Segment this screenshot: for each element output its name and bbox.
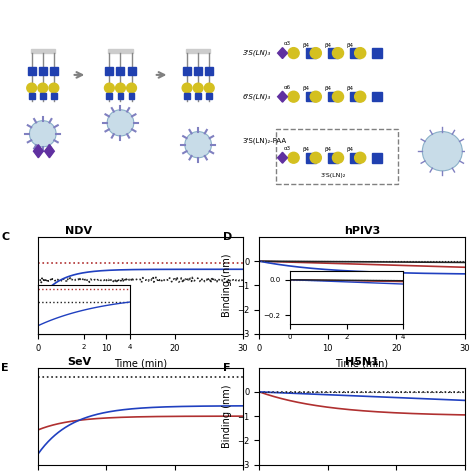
Text: 3'S(LN)₂: 3'S(LN)₂ (320, 173, 346, 178)
Bar (183, 67, 191, 75)
Bar (306, 92, 316, 101)
Polygon shape (278, 48, 287, 59)
Text: E: E (1, 363, 9, 373)
Circle shape (355, 91, 366, 102)
Circle shape (204, 83, 214, 93)
Y-axis label: Binding (nm): Binding (nm) (222, 384, 232, 448)
Circle shape (332, 47, 344, 59)
Circle shape (310, 91, 321, 102)
Bar (206, 93, 212, 99)
Bar (51, 93, 57, 99)
Text: D: D (222, 232, 232, 242)
Circle shape (27, 83, 36, 93)
Bar (328, 92, 338, 101)
Bar (350, 92, 360, 101)
Polygon shape (278, 152, 287, 163)
Text: β4: β4 (324, 147, 331, 152)
Bar (27, 67, 36, 75)
Text: β4: β4 (346, 43, 354, 47)
Bar (128, 93, 135, 99)
Bar (205, 67, 213, 75)
Bar (350, 153, 360, 163)
Circle shape (332, 91, 344, 102)
Circle shape (49, 83, 59, 93)
Bar (373, 48, 382, 58)
Text: β4: β4 (302, 147, 309, 152)
Text: F: F (222, 363, 230, 373)
Bar (128, 67, 136, 75)
Circle shape (104, 83, 114, 93)
Bar (306, 153, 316, 163)
Bar (186, 49, 210, 53)
Bar (328, 153, 338, 163)
Circle shape (288, 152, 299, 163)
Text: 6'S(LN)₃: 6'S(LN)₃ (243, 93, 271, 100)
Text: C: C (1, 232, 9, 242)
Circle shape (288, 47, 299, 59)
Title: H5N1: H5N1 (345, 357, 379, 367)
Circle shape (127, 83, 137, 93)
Legend: 3’S(LN)₃, 6’S(LN)₃, 3’S(LN)₂-PAA: 3’S(LN)₃, 6’S(LN)₃, 3’S(LN)₂-PAA (257, 264, 341, 306)
Circle shape (288, 91, 299, 102)
Bar (117, 67, 125, 75)
Polygon shape (278, 91, 287, 102)
X-axis label: Time (min): Time (min) (336, 358, 389, 368)
Text: 3'S(LN)₂-PAA: 3'S(LN)₂-PAA (243, 137, 287, 144)
Bar (194, 67, 202, 75)
Polygon shape (45, 145, 55, 158)
Circle shape (107, 110, 134, 136)
Circle shape (193, 83, 203, 93)
Legend: 3’S(LN)₃, 6’S(LN)₃, 3’S(LN)₂-PAA: 3’S(LN)₃, 6’S(LN)₃, 3’S(LN)₂-PAA (257, 395, 341, 437)
Bar (50, 67, 58, 75)
Title: NDV: NDV (65, 226, 92, 236)
Text: β4: β4 (324, 43, 331, 47)
Circle shape (355, 152, 366, 163)
Text: α6: α6 (283, 85, 291, 90)
Bar (306, 48, 316, 58)
Bar (30, 49, 55, 53)
Circle shape (310, 47, 321, 59)
Text: 3'S(LN)₃: 3'S(LN)₃ (243, 50, 271, 56)
Circle shape (332, 152, 344, 163)
Circle shape (422, 132, 462, 171)
Y-axis label: Binding (nm): Binding (nm) (222, 254, 232, 317)
Polygon shape (34, 145, 43, 158)
Title: SeV: SeV (67, 357, 91, 367)
Bar (195, 93, 201, 99)
Text: β4: β4 (346, 147, 354, 152)
Bar (373, 92, 382, 101)
Bar (105, 67, 113, 75)
Bar (328, 48, 338, 58)
Bar (39, 67, 47, 75)
Circle shape (116, 83, 125, 93)
Bar (184, 93, 190, 99)
Bar (373, 153, 382, 163)
Text: β4: β4 (346, 86, 354, 91)
Title: hPIV3: hPIV3 (344, 226, 380, 236)
Text: β4: β4 (302, 43, 309, 47)
Bar (276, 129, 398, 184)
Circle shape (29, 121, 56, 147)
Bar (350, 48, 360, 58)
Circle shape (355, 47, 366, 59)
X-axis label: Time (min): Time (min) (114, 358, 167, 368)
Bar (108, 49, 133, 53)
Bar (29, 93, 35, 99)
Text: β4: β4 (302, 86, 309, 91)
Text: α3: α3 (283, 146, 291, 151)
Bar (118, 93, 123, 99)
Circle shape (38, 83, 48, 93)
Bar (40, 93, 46, 99)
Text: β4: β4 (324, 86, 331, 91)
Bar (107, 93, 112, 99)
Circle shape (185, 132, 211, 158)
Circle shape (310, 152, 321, 163)
Circle shape (182, 83, 192, 93)
Text: α3: α3 (283, 41, 291, 46)
